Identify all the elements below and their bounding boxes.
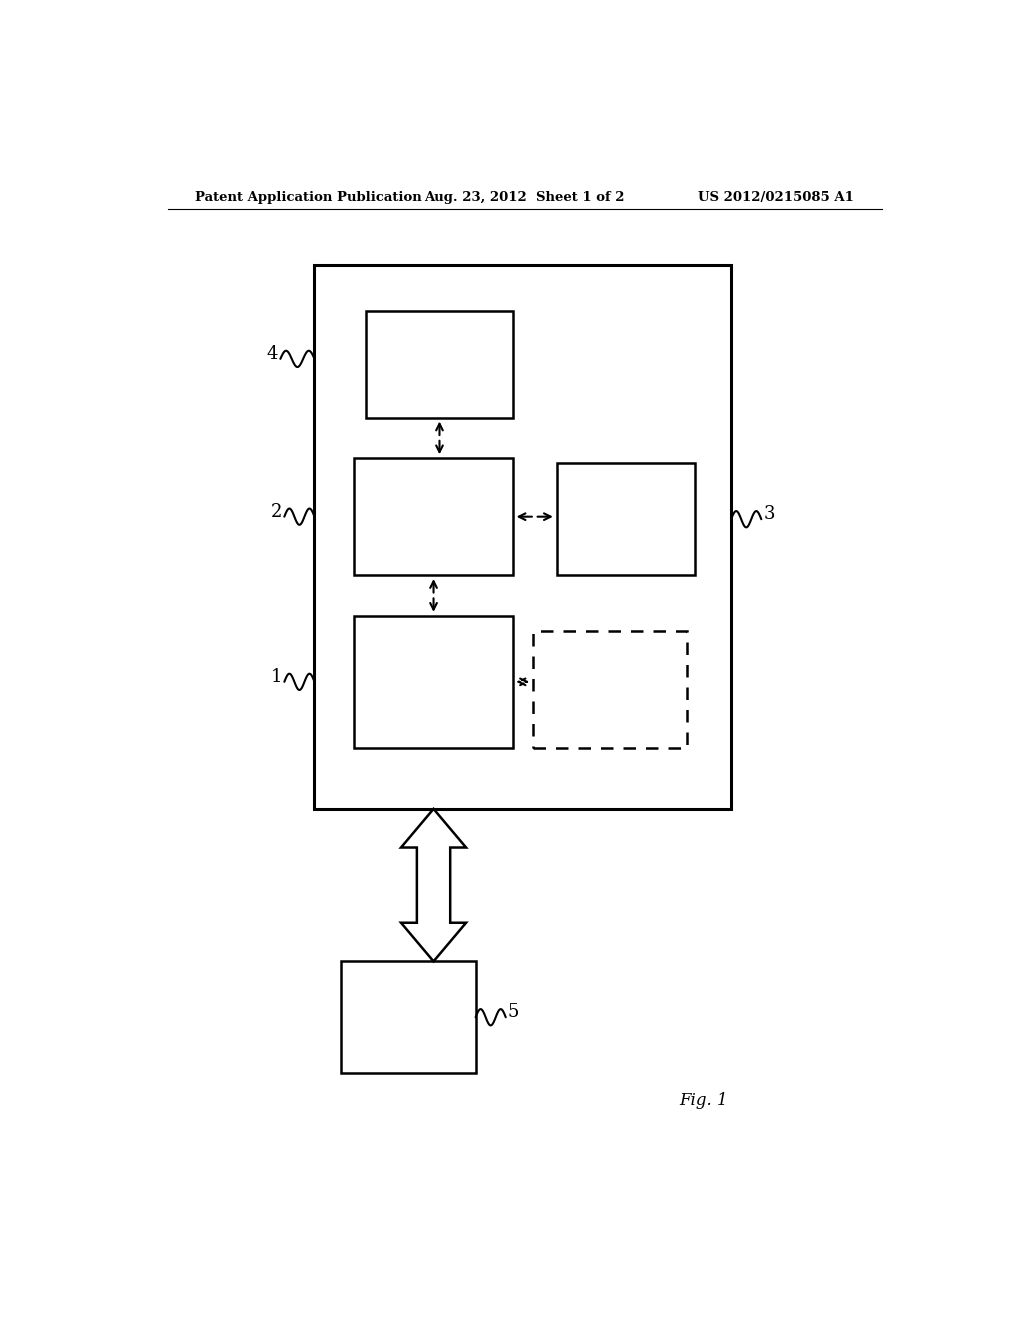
- Bar: [341, 961, 475, 1073]
- Polygon shape: [401, 809, 466, 961]
- Bar: [367, 312, 513, 417]
- Text: Fig. 1: Fig. 1: [680, 1092, 728, 1109]
- Bar: [532, 631, 687, 748]
- Text: US 2012/0215085 A1: US 2012/0215085 A1: [698, 191, 854, 205]
- Bar: [557, 463, 695, 576]
- Bar: [354, 615, 513, 748]
- Text: 4: 4: [267, 345, 279, 363]
- Text: Patent Application Publication: Patent Application Publication: [196, 191, 422, 205]
- Bar: [354, 458, 513, 576]
- Text: 5: 5: [508, 1003, 519, 1022]
- Bar: [314, 265, 731, 809]
- Text: 1: 1: [270, 668, 283, 686]
- Text: Aug. 23, 2012  Sheet 1 of 2: Aug. 23, 2012 Sheet 1 of 2: [425, 191, 625, 205]
- Text: 3: 3: [763, 506, 775, 523]
- Text: 2: 2: [270, 503, 283, 520]
